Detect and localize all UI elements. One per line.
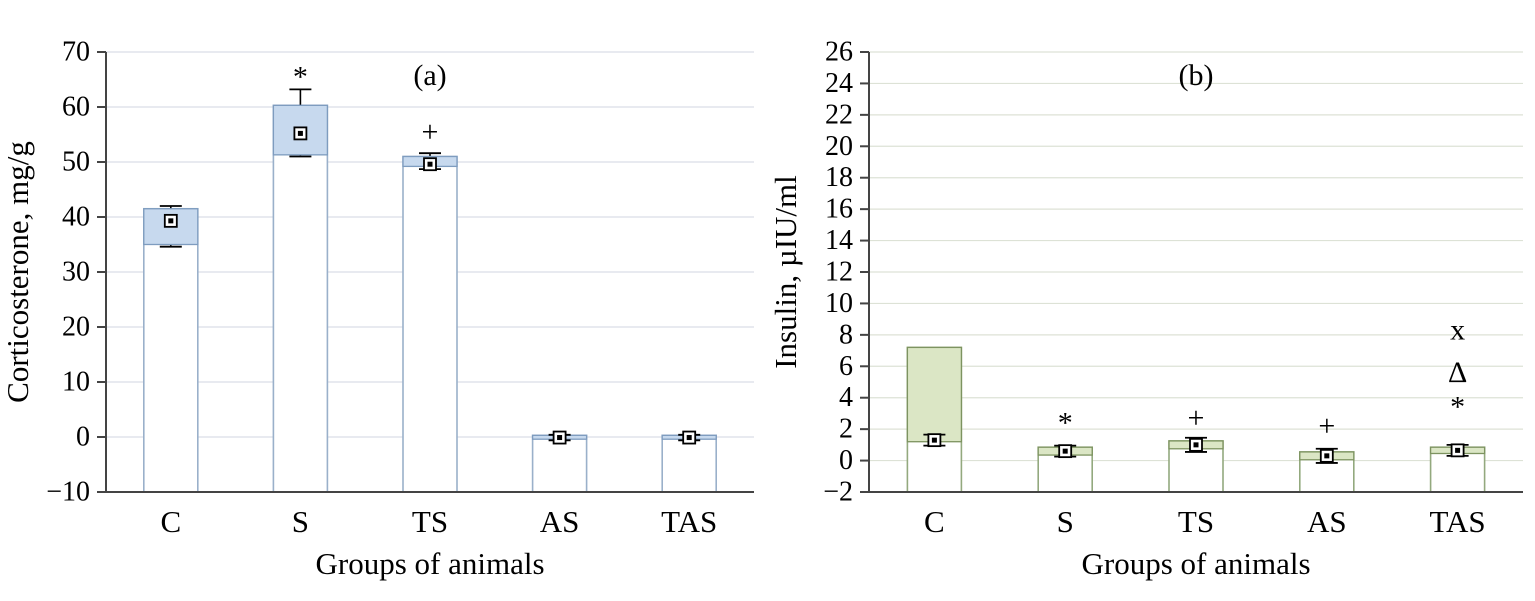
significance-marker: Δ: [1448, 356, 1467, 389]
mean-marker-center: [1193, 442, 1199, 448]
x-category-label: TS: [412, 504, 448, 539]
y-tick-label: 10: [825, 288, 853, 319]
y-tick-label: 14: [825, 225, 853, 256]
bar: [272, 104, 329, 493]
y-tick-label: 8: [839, 319, 853, 350]
y-tick-label: 50: [62, 147, 90, 178]
significance-marker: *: [293, 60, 308, 93]
significance-marker: +: [1188, 402, 1205, 435]
significance-marker: *: [1058, 406, 1073, 439]
y-tick-label: 30: [62, 257, 90, 288]
x-category-label: S: [1057, 504, 1074, 539]
significance-marker: +: [422, 115, 439, 148]
bar: [143, 207, 199, 493]
x-category-label: TAS: [661, 504, 717, 539]
significance-marker: +: [1318, 410, 1335, 443]
x-axis-title: Groups of animals: [1081, 546, 1310, 581]
bar: [402, 155, 458, 493]
mean-marker-center: [1062, 448, 1068, 454]
box-group: [661, 430, 718, 493]
box-group: +: [402, 115, 458, 493]
x-category-label: C: [160, 504, 181, 539]
mean-marker-center: [931, 437, 937, 443]
box-group: *: [1037, 406, 1094, 493]
y-tick-label: 16: [825, 194, 853, 225]
y-tick-label: −2: [823, 477, 853, 508]
y-tick-label: 60: [62, 92, 90, 123]
box-group: +: [1298, 410, 1355, 493]
panel-label: (b): [1179, 59, 1214, 92]
mean-marker-center: [427, 161, 433, 167]
box-group: [531, 430, 588, 493]
mean-marker-center: [297, 130, 303, 136]
y-tick-label: 24: [825, 68, 853, 99]
panel-label: (a): [413, 59, 446, 92]
y-tick-label: 70: [62, 37, 90, 68]
y-tick-label: 2: [839, 414, 853, 445]
mean-marker-center: [168, 218, 174, 224]
insulin-chart: C*S+TS+ASxΔ*TAS26242220181614121086420−2…: [768, 37, 1523, 581]
x-category-label: TS: [1178, 504, 1214, 539]
y-tick-label: 10: [62, 367, 90, 398]
y-axis-title: Corticosterone, mg/g: [0, 141, 35, 403]
y-tick-label: 4: [839, 382, 853, 413]
x-category-label: AS: [1307, 504, 1347, 539]
y-tick-label: 12: [825, 257, 853, 288]
y-tick-label: −10: [46, 477, 90, 508]
x-category-label: S: [292, 504, 309, 539]
significance-marker: x: [1450, 314, 1465, 347]
mean-marker-center: [1455, 447, 1461, 453]
y-tick-label: 26: [825, 37, 853, 68]
x-axis-title: Groups of animals: [315, 546, 544, 581]
box-group: xΔ*: [1429, 314, 1486, 493]
box-group: [143, 205, 199, 493]
mean-marker-center: [1324, 453, 1330, 459]
mean-marker-center: [557, 435, 563, 441]
box-group: *: [272, 60, 329, 493]
box-group: [906, 346, 963, 493]
x-category-label: AS: [540, 504, 580, 539]
iqr-box: [906, 346, 963, 443]
y-tick-label: 20: [62, 312, 90, 343]
y-tick-label: 0: [76, 422, 90, 453]
significance-marker: *: [1450, 391, 1465, 424]
corticosterone-chart: C * S + TS AS TAS 70 60 50 40 30 20 10 0 −10 (a) Groups o…: [0, 37, 754, 581]
y-tick-label: 6: [839, 351, 853, 382]
panel-a-corticosterone: C * S + TS AS TAS 70 60 50 40 30 20 10 0 −10 (a) Groups o…: [0, 37, 754, 581]
bar: [531, 434, 588, 493]
box-group: +: [1168, 402, 1224, 493]
y-tick-label: 18: [825, 162, 853, 193]
y-tick-label: 20: [825, 131, 853, 162]
y-axis-title: Insulin, µIU/ml: [768, 175, 803, 369]
x-category-label: C: [924, 504, 945, 539]
x-category-label: TAS: [1430, 504, 1486, 539]
y-tick-label: 22: [825, 99, 853, 130]
y-tick-label: 0: [839, 445, 853, 476]
y-tick-label: 40: [62, 202, 90, 233]
mean-marker-center: [686, 435, 692, 441]
panel-b-insulin: C * S + TS + AS x Δ * TAS 26 24 22 20 18 16 14 12 10 8 6 4 2 0 −2…: [768, 0, 1535, 601]
